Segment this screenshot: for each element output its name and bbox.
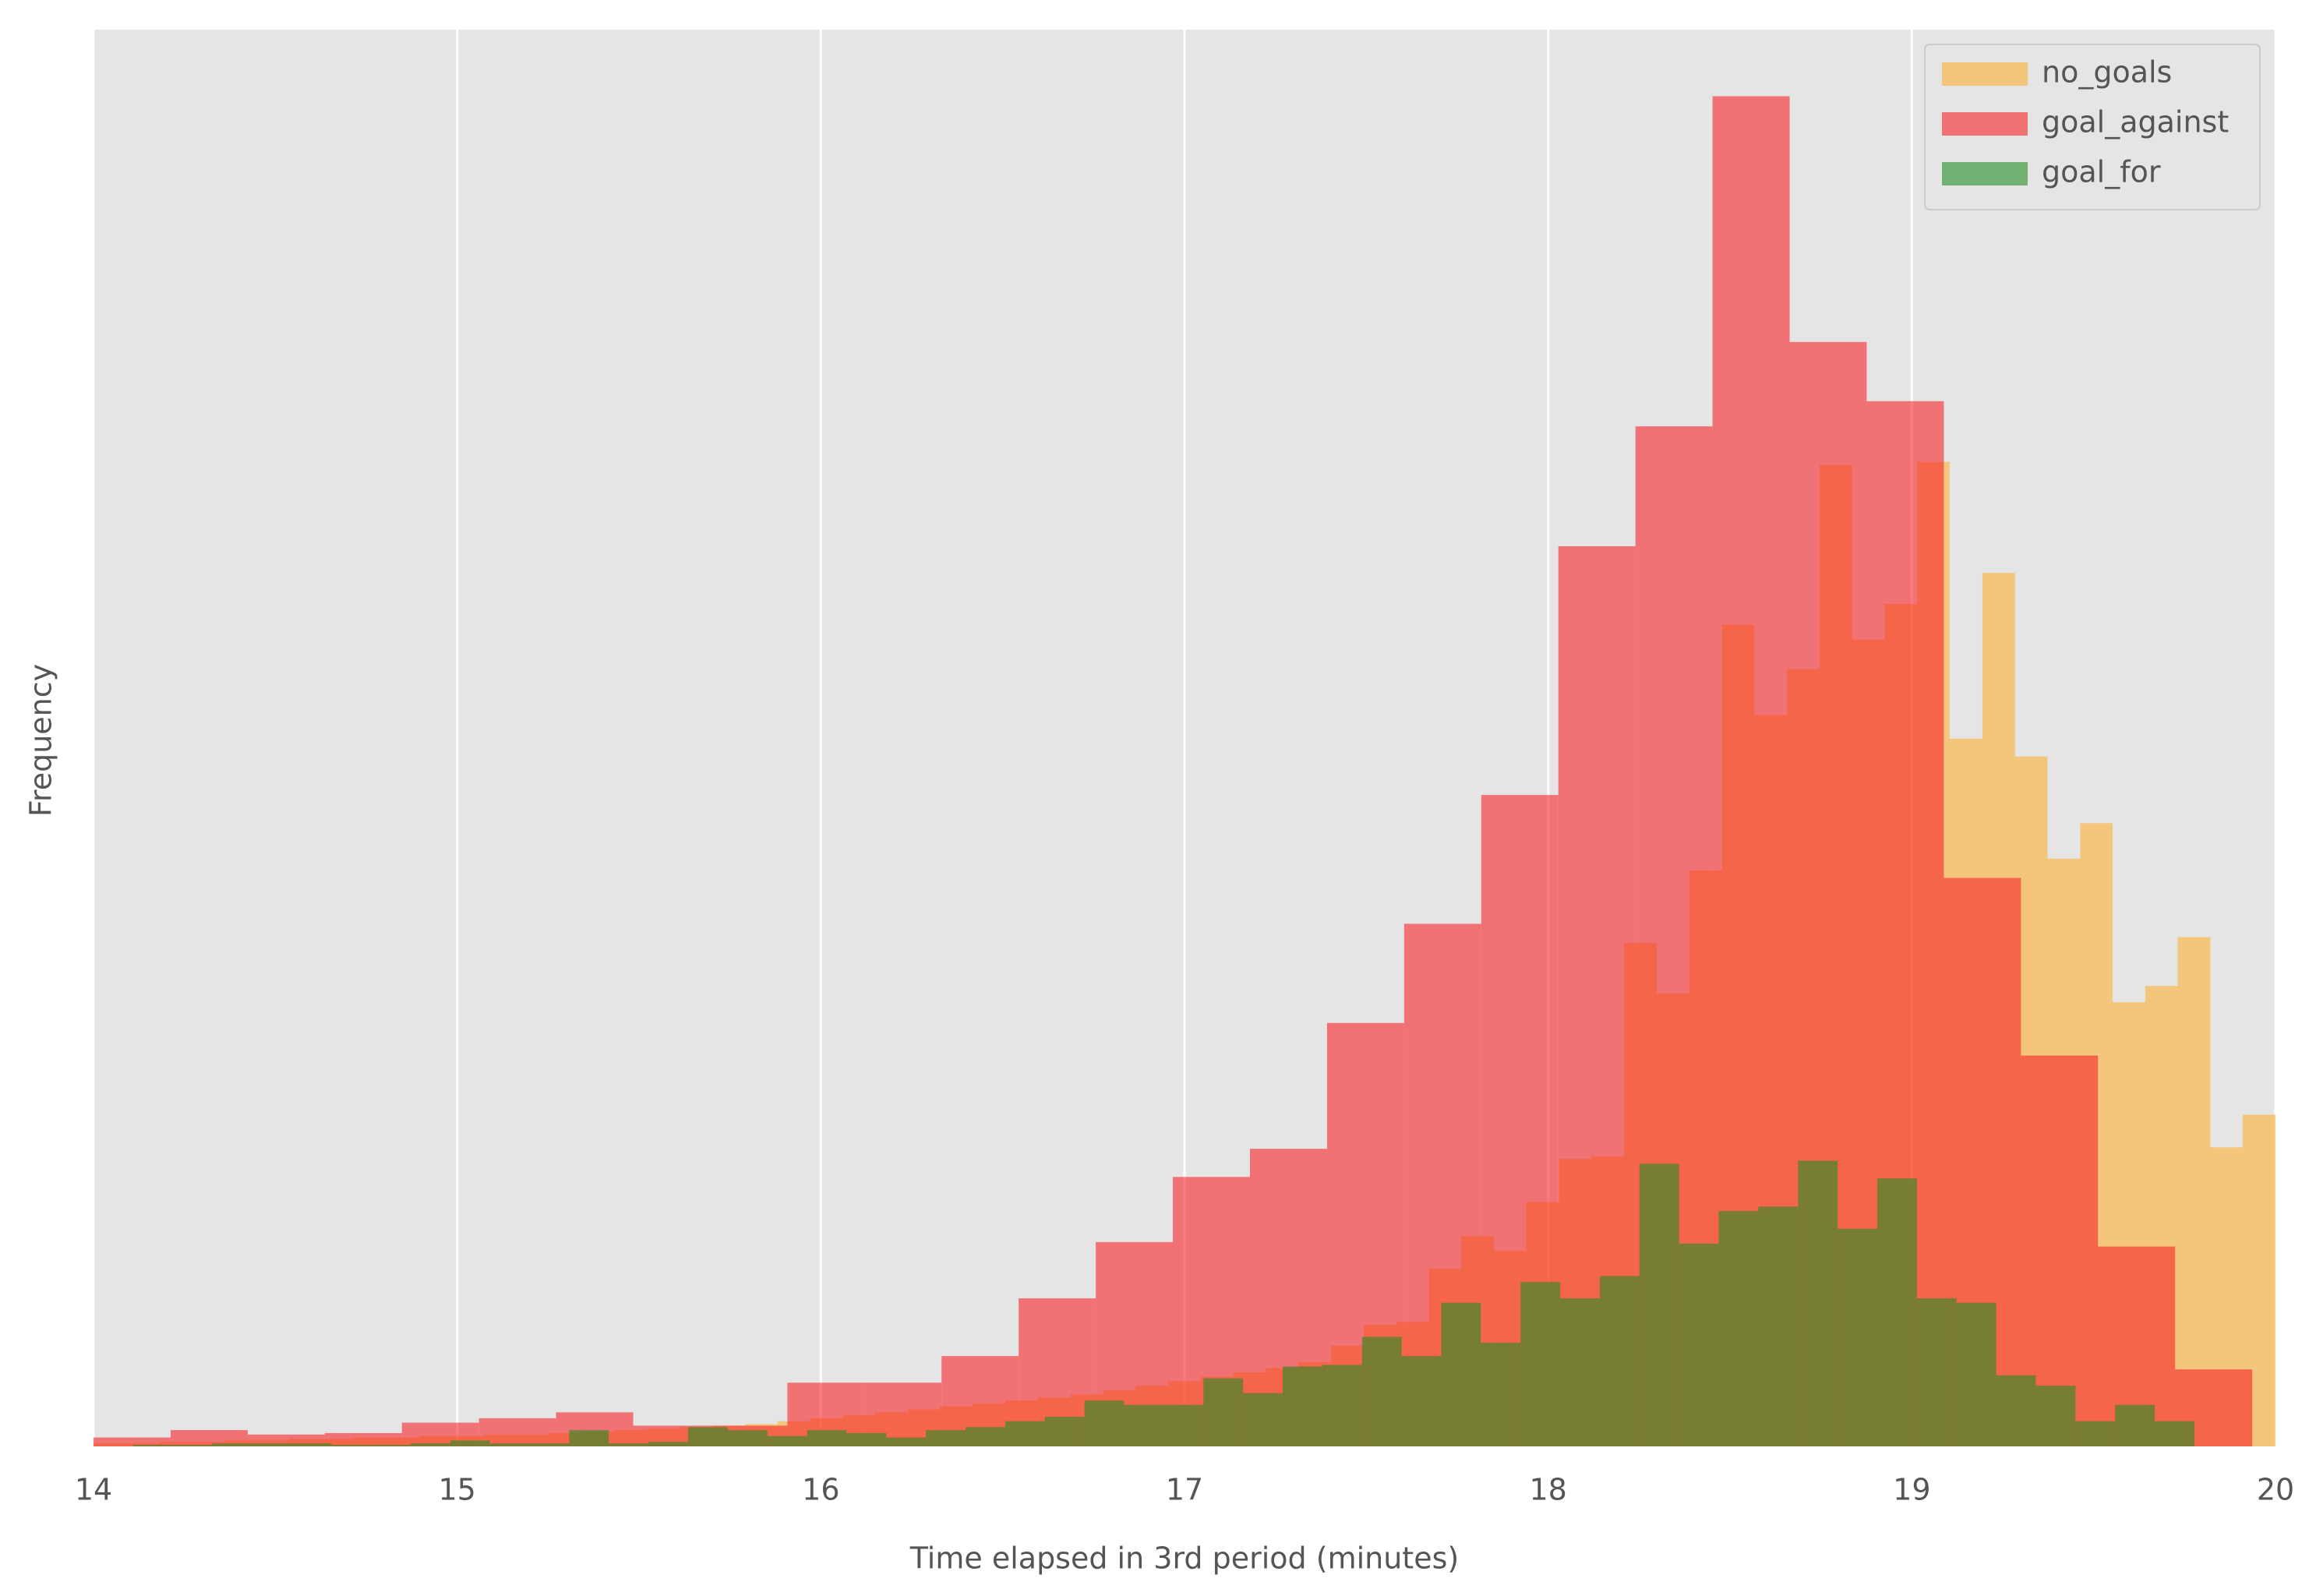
legend-swatch bbox=[1942, 162, 2028, 185]
legend-label: goal_for bbox=[2042, 155, 2161, 189]
x-tick-label: 17 bbox=[1166, 1473, 1203, 1507]
histogram-bar bbox=[727, 1430, 768, 1446]
histogram-bar bbox=[886, 1437, 927, 1446]
x-tick-label: 14 bbox=[75, 1473, 112, 1507]
histogram-bar bbox=[94, 1437, 171, 1446]
bars bbox=[94, 96, 2275, 1447]
legend-swatch bbox=[1942, 62, 2028, 86]
histogram-bar bbox=[2155, 1421, 2194, 1446]
histogram-bar bbox=[1203, 1378, 1244, 1446]
x-tick-label: 15 bbox=[438, 1473, 475, 1507]
histogram-bar bbox=[966, 1427, 1005, 1446]
histogram-bar bbox=[1679, 1243, 1719, 1446]
histogram-bar bbox=[767, 1435, 807, 1446]
histogram-bar bbox=[2075, 1421, 2116, 1446]
histogram-bar bbox=[1599, 1276, 1640, 1446]
histogram-bar bbox=[1044, 1417, 1085, 1446]
histogram-bar bbox=[1243, 1393, 1283, 1446]
histogram-bar bbox=[170, 1430, 248, 1446]
histogram-bar bbox=[1124, 1404, 1164, 1446]
histogram-bar bbox=[569, 1430, 609, 1446]
histogram-bar bbox=[1361, 1336, 1402, 1446]
histogram-bar bbox=[1004, 1421, 1045, 1446]
histogram-bar bbox=[1283, 1366, 1322, 1446]
histogram-bar bbox=[410, 1443, 450, 1446]
y-axis-label: Frequency bbox=[24, 664, 58, 817]
histogram-bar bbox=[609, 1443, 649, 1446]
histogram-bar bbox=[1718, 1210, 1759, 1446]
histogram-bar bbox=[172, 1445, 213, 1446]
histogram-bar bbox=[1758, 1206, 1799, 1446]
histogram-bar bbox=[252, 1443, 292, 1446]
histogram-bar bbox=[1560, 1298, 1600, 1446]
x-tick-label: 16 bbox=[802, 1473, 839, 1507]
histogram-bar bbox=[1956, 1302, 1997, 1446]
histogram-bar bbox=[1322, 1365, 1362, 1446]
histogram-bar bbox=[1916, 1298, 1957, 1446]
histogram-bar bbox=[1163, 1404, 1204, 1446]
histogram-bar bbox=[2177, 937, 2211, 1446]
histogram-bar bbox=[1838, 1228, 1877, 1446]
histogram-bar bbox=[1639, 1163, 1679, 1446]
histogram-bar bbox=[1798, 1160, 1838, 1446]
histogram-bar bbox=[1084, 1400, 1124, 1446]
histogram-bar bbox=[1481, 1343, 1521, 1446]
histogram-bar bbox=[2115, 1404, 2155, 1446]
x-tick-label: 18 bbox=[1529, 1473, 1566, 1507]
histogram-bar bbox=[529, 1443, 570, 1446]
histogram-bar bbox=[1877, 1178, 1917, 1446]
histogram-bar bbox=[331, 1445, 372, 1446]
histogram-bar bbox=[132, 1445, 173, 1446]
histogram-bar bbox=[2035, 1386, 2076, 1446]
histogram-bar bbox=[688, 1427, 728, 1446]
legend-label: goal_against bbox=[2042, 105, 2229, 139]
legend-label: no_goals bbox=[2042, 55, 2172, 90]
legend: no_goals goal_against goal_for bbox=[1924, 44, 2261, 210]
histogram-bar bbox=[1520, 1282, 1561, 1446]
histogram-bar bbox=[291, 1443, 332, 1446]
x-axis-label: Time elapsed in 3rd period (minutes) bbox=[909, 1541, 1459, 1576]
histogram-bar bbox=[450, 1440, 490, 1446]
x-tick-label: 20 bbox=[2257, 1473, 2294, 1507]
histogram-bar bbox=[324, 1432, 402, 1446]
histogram-bar bbox=[371, 1445, 411, 1446]
legend-swatch bbox=[1942, 112, 2028, 136]
histogram-bar bbox=[648, 1442, 688, 1446]
ticks: 14 15 16 17 18 19 20 bbox=[75, 1473, 2294, 1507]
histogram-bar bbox=[926, 1430, 966, 1446]
histogram-bar bbox=[1441, 1302, 1481, 1446]
x-tick-label: 19 bbox=[1893, 1473, 1930, 1507]
histogram-bar bbox=[212, 1443, 252, 1446]
histogram-bar bbox=[807, 1430, 847, 1446]
histogram-bar bbox=[846, 1432, 887, 1446]
histogram-bar bbox=[1401, 1356, 1442, 1446]
histogram-bar bbox=[489, 1443, 530, 1446]
histogram-bar bbox=[478, 1418, 556, 1446]
histogram-bar bbox=[1996, 1375, 2036, 1446]
